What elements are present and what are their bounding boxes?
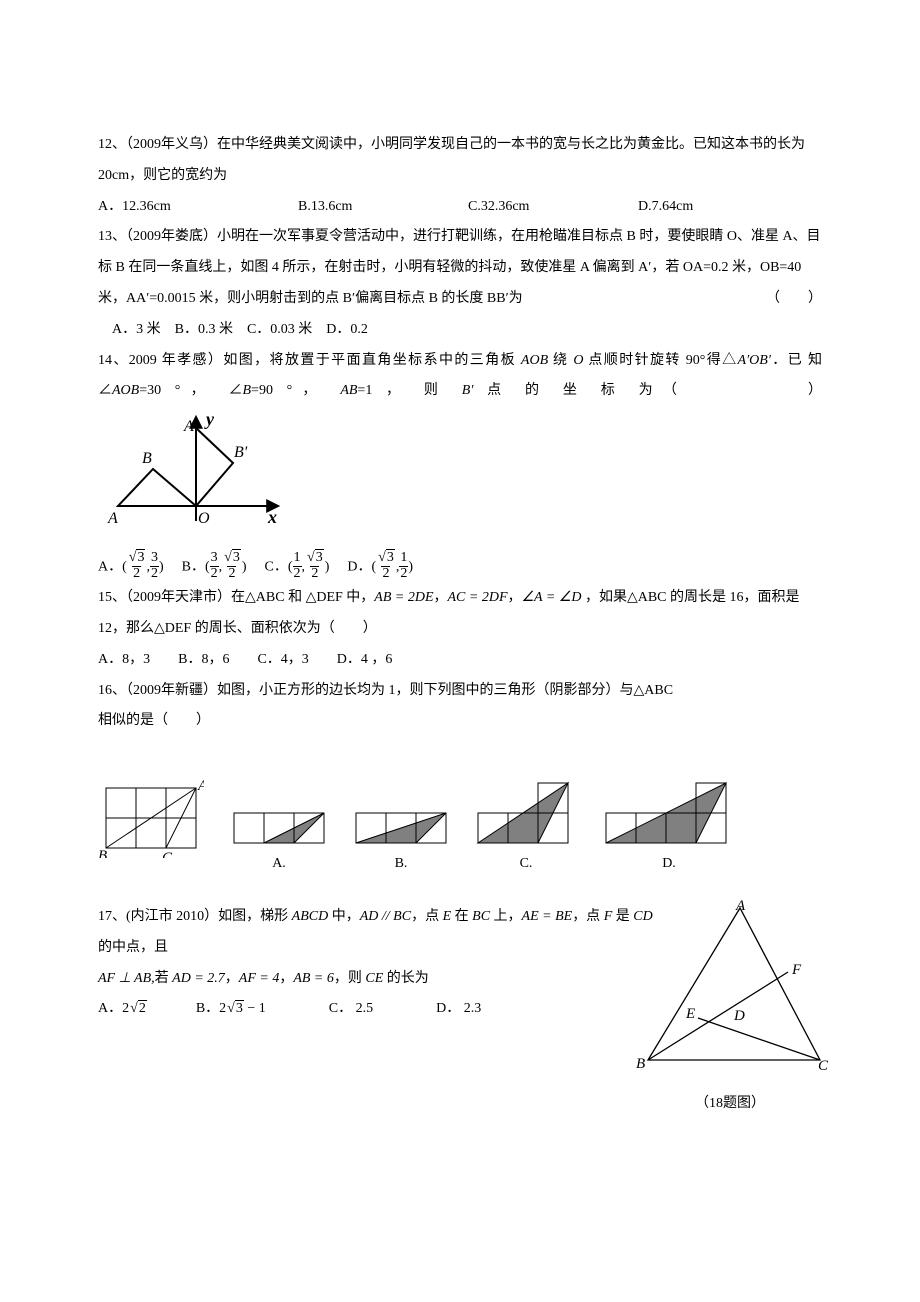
svg-text:O: O	[198, 510, 210, 527]
q18-caption: （18题图）	[630, 1089, 830, 1120]
q14-aob: AOB	[521, 353, 548, 368]
q16-b: B.	[354, 795, 448, 880]
q12-opt-b: B.13.6cm	[298, 192, 468, 223]
q14-options: A．(32,32) B．(32,32) C．(12,32) D．(32,12)	[98, 552, 822, 583]
svg-text:y: y	[204, 411, 215, 429]
q12-opt-d: D.7.64cm	[638, 192, 693, 223]
q13: 13、（2009年娄底）小明在一次军事夏令营活动中，进行打靶训练，在用枪瞄准目标…	[98, 222, 822, 314]
svg-text:A: A	[197, 778, 204, 794]
svg-text:B: B	[142, 450, 152, 467]
q14-opt-c: C．(12,32)	[265, 552, 330, 583]
svg-text:x: x	[267, 507, 277, 527]
svg-text:B': B'	[234, 444, 248, 461]
svg-text:F: F	[791, 962, 802, 978]
q16-ref: A B C	[98, 774, 204, 880]
q16: 16、（2009年新疆）如图，小正方形的边长均为 1，则下列图中的三角形（阴影部…	[98, 676, 822, 707]
q14-opt-a: A．(32,32)	[98, 552, 164, 583]
svg-text:C: C	[162, 850, 173, 858]
svg-text:A': A'	[183, 418, 198, 435]
q18-figure: A B C F E D （18题图）	[630, 900, 830, 1120]
svg-text:C: C	[818, 1058, 829, 1070]
svg-text:D: D	[733, 1008, 745, 1024]
q12-opt-a: A．12.36cm	[98, 192, 298, 223]
svg-text:E: E	[685, 1006, 695, 1022]
q16-figures: A B C A.	[98, 765, 822, 880]
q16-a: A.	[232, 795, 326, 880]
q13-text: 13、（2009年娄底）小明在一次军事夏令营活动中，进行打靶训练，在用枪瞄准目标…	[98, 229, 821, 306]
svg-text:B: B	[636, 1056, 645, 1070]
q12-text: 12、（2009年义乌）在中华经典美文阅读中，小明同学发现自己的一本书的宽与长之…	[98, 137, 805, 183]
q17-area: 17、(内江市 2010）如图，梯形 ABCD 中，AD // BC，点 E 在…	[98, 902, 822, 1132]
q16-c: C.	[476, 765, 576, 880]
q16-line2: 相似的是（ ）	[98, 706, 822, 737]
q14: 14、2009 年孝感）如图，将放置于平面直角坐标系中的三角板 AOB 绕 O …	[98, 346, 822, 408]
q15-options: A．8，3 B．8，6 C．4，3 D．4 ，6	[98, 645, 822, 676]
q14-t1: 14、2009 年孝感）如图，将放置于平面直角坐标系中的三角板	[98, 353, 521, 368]
q14-opt-d: D．(32,12)	[347, 552, 413, 583]
q14-figure: y x O A B A' B'	[98, 411, 822, 546]
q15: 15、（2009年天津市）在△ABC 和 △DEF 中，AB = 2DE，AC …	[98, 583, 822, 645]
q13-options: A．3 米 B．0.3 米 C．0.03 米 D．0.2	[98, 315, 822, 346]
svg-text:A: A	[735, 900, 746, 914]
svg-text:A: A	[107, 510, 118, 527]
q12-options: A．12.36cm B.13.6cm C.32.36cm D.7.64cm	[98, 192, 822, 223]
q14-opt-b: B．(32,32)	[182, 552, 247, 583]
q13-paren: （ ）	[766, 284, 822, 315]
q12-opt-c: C.32.36cm	[468, 192, 638, 223]
q16-d: D.	[604, 765, 734, 880]
q12: 12、（2009年义乌）在中华经典美文阅读中，小明同学发现自己的一本书的宽与长之…	[98, 130, 822, 192]
svg-text:B: B	[98, 848, 107, 858]
